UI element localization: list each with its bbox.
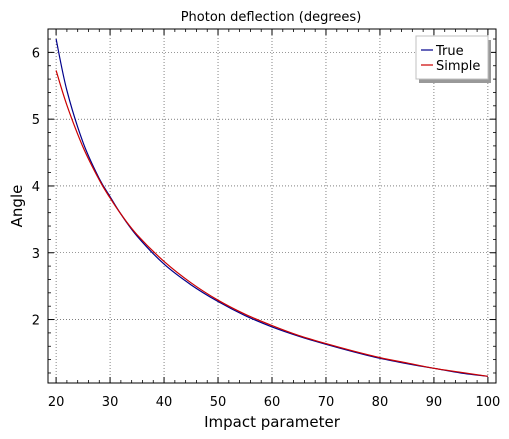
legend-label-true: True — [435, 44, 464, 59]
series-line-simple — [55, 70, 488, 377]
x-tick-label: 80 — [372, 395, 389, 410]
x-tick-label: 20 — [48, 395, 65, 410]
x-tick-label: 90 — [426, 395, 443, 410]
chart-title: Photon deflection (degrees) — [181, 10, 362, 25]
y-axis-title: Angle — [8, 185, 26, 228]
x-tick-label: 30 — [102, 395, 119, 410]
grid-lines — [48, 29, 496, 383]
series-lines — [55, 38, 488, 377]
y-tick-label: 5 — [32, 113, 40, 128]
x-tick-label: 50 — [210, 395, 227, 410]
y-tick-label: 2 — [32, 314, 40, 329]
axis-ticks: 20 30 40 50 60 70 80 90 100 2 3 4 5 6 — [32, 29, 500, 410]
legend-box — [415, 35, 489, 80]
x-tick-label: 40 — [156, 395, 173, 410]
x-tick-label: 100 — [475, 395, 500, 410]
x-tick-label: 70 — [318, 395, 335, 410]
x-axis-title: Impact parameter — [204, 413, 341, 431]
y-tick-label: 3 — [32, 247, 40, 262]
legend-label-simple: Simple — [436, 59, 480, 74]
y-tick-label: 6 — [32, 46, 40, 61]
y-tick-label: 4 — [32, 180, 40, 195]
x-tick-label: 60 — [264, 395, 281, 410]
